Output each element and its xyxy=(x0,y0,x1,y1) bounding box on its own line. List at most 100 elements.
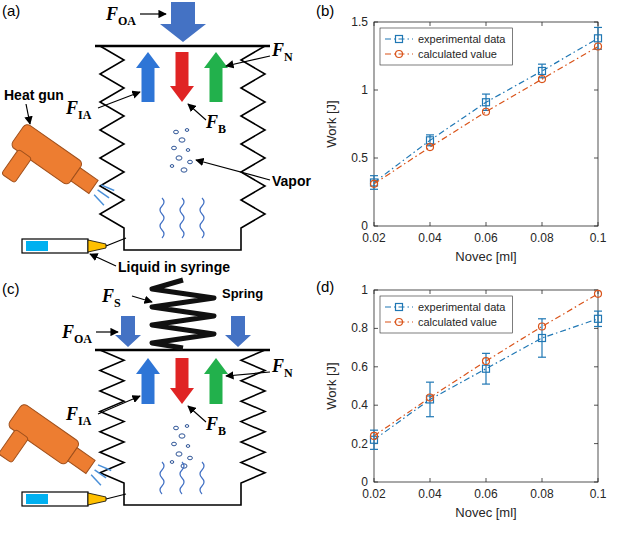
heat-gun-label: Heat gun xyxy=(4,87,64,103)
tick-label: 0.4 xyxy=(351,398,368,412)
tick xyxy=(486,22,487,26)
error-bar-cap xyxy=(482,383,490,384)
vapor-bubble xyxy=(170,165,174,168)
tick xyxy=(594,22,598,23)
spring xyxy=(152,280,214,348)
error-bar xyxy=(370,176,378,190)
tick xyxy=(542,478,543,482)
tick xyxy=(598,478,599,482)
chart-panel: 0.020.040.060.080.100.511.5Novec [ml]Wor… xyxy=(324,15,607,264)
diagram-a: FOAFIAFNFBVaporHeat gunLiquid in syringe xyxy=(0,2,311,275)
tick xyxy=(594,158,598,159)
error-bar xyxy=(482,353,490,384)
syringe-needle xyxy=(106,238,126,246)
error-bar-cap xyxy=(538,64,546,65)
marker xyxy=(427,144,434,151)
tick xyxy=(374,226,378,227)
syringe-liquid xyxy=(26,494,48,504)
legend-line xyxy=(385,38,413,39)
tick xyxy=(430,290,431,294)
series-line xyxy=(374,319,598,440)
vapor-bubble xyxy=(172,146,177,150)
heat-wave xyxy=(98,190,109,198)
marker xyxy=(483,358,490,365)
vapor-label: Vapor xyxy=(272,173,311,189)
panel-label: (b) xyxy=(316,2,334,19)
force-symbol: F xyxy=(61,322,74,342)
vapor-bubble xyxy=(172,442,177,446)
legend-box xyxy=(380,296,512,333)
error-bar-cap xyxy=(426,416,434,417)
force-subscript: B xyxy=(218,122,226,136)
tick xyxy=(598,222,599,226)
axis-title: Work [J] xyxy=(324,100,339,147)
vapor-bubble xyxy=(185,129,189,132)
pointer xyxy=(226,56,270,66)
vapor-bubble xyxy=(179,138,185,142)
marker xyxy=(427,394,434,401)
tick xyxy=(374,366,378,367)
tick xyxy=(542,290,543,294)
tick xyxy=(374,22,375,26)
data-group xyxy=(370,290,602,449)
marker xyxy=(483,99,490,106)
legend-marker xyxy=(396,51,403,58)
vapor-bubble xyxy=(188,456,193,460)
pointer xyxy=(188,406,206,422)
heat-wave-liquid xyxy=(200,198,204,238)
pointer xyxy=(140,13,166,14)
legend-marker xyxy=(396,304,403,311)
force-arrow xyxy=(136,52,160,102)
error-bar-cap xyxy=(426,134,434,135)
tick xyxy=(374,290,378,291)
tick xyxy=(374,90,378,91)
marker xyxy=(539,323,546,330)
vapor-bubble xyxy=(174,426,179,430)
force-label: FN xyxy=(271,356,293,380)
series-line xyxy=(374,46,598,183)
force-label: FOA xyxy=(105,4,136,28)
force-subscript: B xyxy=(218,424,226,438)
panel-label: (c) xyxy=(2,280,20,297)
error-bar-cap xyxy=(370,175,378,176)
error-bar xyxy=(594,311,602,326)
vapor-bubble xyxy=(174,130,179,134)
tick-label: 0.02 xyxy=(362,487,386,501)
force-label: FOA xyxy=(61,322,92,346)
error-bar-cap xyxy=(482,353,490,354)
plot-frame xyxy=(374,290,598,482)
vapor-bubble xyxy=(186,445,190,448)
force-subscript: OA xyxy=(118,14,136,28)
tick xyxy=(430,22,431,26)
force-symbol: F xyxy=(105,4,118,24)
pointer xyxy=(226,372,270,376)
tick-label: 0.08 xyxy=(530,231,554,245)
force-symbol: F xyxy=(271,356,284,376)
force-arrow xyxy=(225,316,251,347)
marker xyxy=(595,290,602,297)
tick-label: 0.04 xyxy=(418,487,442,501)
error-bar-cap xyxy=(370,430,378,431)
legend-label: experimental data xyxy=(418,33,506,45)
error-bar xyxy=(538,319,546,357)
plot-frame xyxy=(374,22,598,226)
heat-wave xyxy=(98,462,111,472)
marker xyxy=(539,76,546,83)
syringe-tip xyxy=(88,240,106,252)
force-arrow xyxy=(136,358,160,404)
axis-title: Novec [ml] xyxy=(455,505,516,520)
marker xyxy=(539,335,546,342)
error-bar-line xyxy=(597,27,598,49)
tick-label: 0.02 xyxy=(362,231,386,245)
vapor-bubble xyxy=(176,452,182,456)
tick xyxy=(486,478,487,482)
tick xyxy=(374,405,378,406)
bellows xyxy=(100,350,265,505)
tick xyxy=(374,328,378,329)
tick xyxy=(594,405,598,406)
tick xyxy=(598,22,599,26)
tick-label: 0.08 xyxy=(530,487,554,501)
force-label: FIA xyxy=(65,98,92,122)
tick xyxy=(374,290,375,294)
legend-line xyxy=(385,321,413,322)
